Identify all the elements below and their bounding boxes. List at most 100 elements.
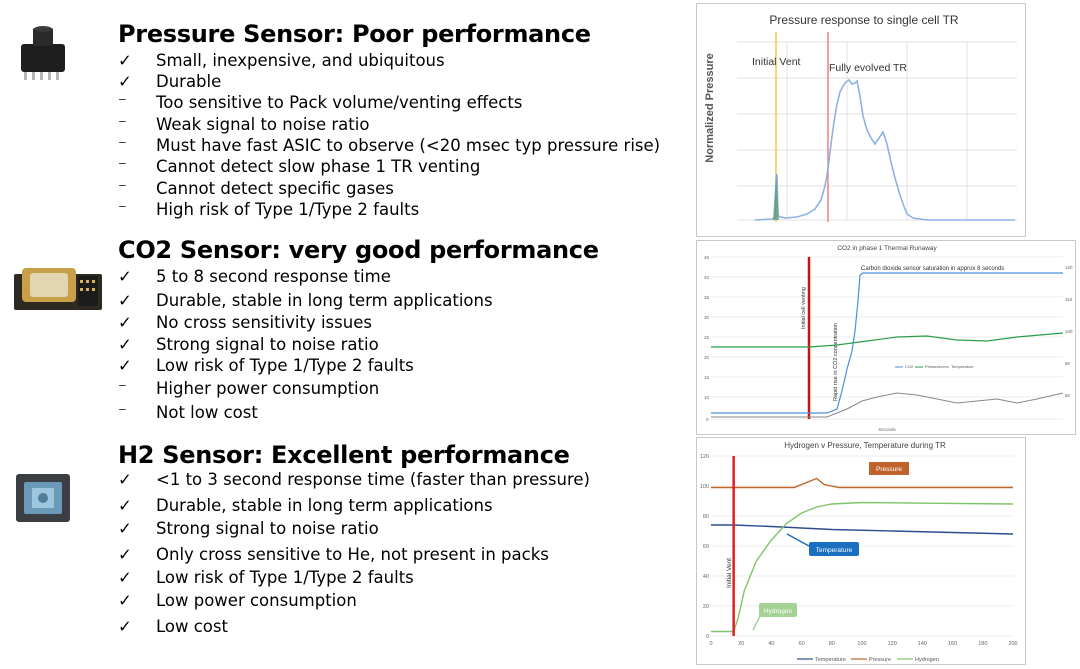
svg-text:25: 25 xyxy=(704,335,710,340)
y-tick-label: 0 xyxy=(706,634,709,640)
pressure-trace xyxy=(754,78,1015,221)
check-icon: ✓ xyxy=(118,335,132,354)
check-icon: ✓ xyxy=(118,356,132,375)
svg-text:Temperature: Temperature xyxy=(816,547,853,554)
svg-text:90: 90 xyxy=(1065,361,1071,366)
h2-section: H2 Sensor: Excellent performance ✓ <1 to … xyxy=(118,441,678,641)
svg-text:20: 20 xyxy=(704,355,710,360)
vent-spike xyxy=(773,172,779,220)
svg-text:110: 110 xyxy=(1065,297,1073,302)
dash-icon: ⁻ xyxy=(118,115,127,134)
svg-text:Temperature: Temperature xyxy=(951,364,974,369)
y-tick-label: 100 xyxy=(700,484,709,490)
dash-icon: ⁻ xyxy=(118,157,127,176)
x-tick-label: 80 xyxy=(829,641,835,647)
y-tick-label: 20 xyxy=(703,604,709,610)
section-title: Pressure Sensor: Poor performance xyxy=(118,20,591,48)
svg-text:Hydrogen: Hydrogen xyxy=(915,657,939,663)
chart-title: Pressure response to single cell TR xyxy=(769,13,959,27)
svg-text:100: 100 xyxy=(1065,329,1073,334)
dash-icon: ⁻ xyxy=(118,403,127,422)
svg-text:35: 35 xyxy=(704,295,710,300)
chart-title: Hydrogen v Pressure, Temperature during … xyxy=(784,441,946,450)
y-tick-label: 40 xyxy=(703,574,709,580)
dash-icon: ⁻ xyxy=(118,93,127,112)
x-tick-label: 120 xyxy=(888,641,897,647)
co2-chart: CO2 in phase 1 Thermal Runaway 45 40 35 30 … xyxy=(696,240,1076,435)
dash-icon: ⁻ xyxy=(118,379,127,398)
co2-series xyxy=(711,272,1063,414)
temperature-callout: Temperature xyxy=(786,533,859,556)
x-tick-label: 100 xyxy=(857,641,866,647)
x-tick-label: 0 xyxy=(709,641,712,647)
annotation: Fully evolved TR xyxy=(829,62,907,74)
check-icon: ✓ xyxy=(118,545,132,564)
svg-text:CO2: CO2 xyxy=(905,364,914,369)
annotation: Rapid rise in CO2 concentration xyxy=(833,323,839,401)
hydrogen-chart: Hydrogen v Pressure, Temperature during … xyxy=(696,437,1026,665)
annotation: Carbon dioxide sensor saturation in appr… xyxy=(861,266,1004,272)
annotation: Initial Vent xyxy=(752,56,801,68)
dash-icon: ⁻ xyxy=(118,136,127,155)
annotation: Initial Vent xyxy=(726,558,733,588)
svg-text:0: 0 xyxy=(706,417,709,422)
x-tick-label: 160 xyxy=(948,641,957,647)
annotation: Initial cell venting xyxy=(801,287,807,329)
pressure-sensor-image xyxy=(21,26,65,80)
co2-sensor-image xyxy=(14,268,102,310)
temperature-series xyxy=(711,392,1064,418)
pressure-series xyxy=(711,477,1013,489)
x-tick-label: 20 xyxy=(738,641,744,647)
svg-text:30: 30 xyxy=(704,315,710,320)
svg-text:Pressure: Pressure xyxy=(869,657,891,663)
check-icon: ✓ xyxy=(118,291,132,310)
svg-text:Pressure: Pressure xyxy=(925,364,942,369)
svg-text:80: 80 xyxy=(1065,393,1071,398)
co2-section: CO2 Sensor: very good performance ✓ 5 to … xyxy=(118,236,678,426)
dash-icon: ⁻ xyxy=(118,200,127,219)
check-icon: ✓ xyxy=(118,267,132,286)
svg-text:Temperature: Temperature xyxy=(815,657,846,663)
check-icon: ✓ xyxy=(118,617,132,636)
check-icon: ✓ xyxy=(118,313,132,332)
check-icon: ✓ xyxy=(118,470,132,489)
axis-ticks: 0 20 40 60 80 100 120 0 20 40 60 80 100 120 140 160 180 2… xyxy=(700,454,1018,647)
y-tick-label: 80 xyxy=(703,514,709,520)
h2-sensor-image xyxy=(16,474,70,522)
grid xyxy=(711,455,1013,637)
check-icon: ✓ xyxy=(118,496,132,515)
svg-text:40: 40 xyxy=(704,275,710,280)
svg-text:15: 15 xyxy=(704,375,710,380)
legend: CO2 Pressure Temperature xyxy=(895,364,974,369)
y-tick-label: 60 xyxy=(703,544,709,550)
check-icon: ✓ xyxy=(118,51,132,70)
legend: Temperature Pressure Hydrogen xyxy=(797,657,939,663)
series-lines xyxy=(711,456,1014,636)
svg-text:45: 45 xyxy=(704,255,710,260)
section-title: H2 Sensor: Excellent performance xyxy=(118,441,570,469)
grid xyxy=(711,256,1063,420)
y-axis-label: Normalized Pressure xyxy=(704,53,716,162)
hydrogen-series xyxy=(711,501,1014,633)
svg-text:Pressure: Pressure xyxy=(876,466,902,473)
grid xyxy=(737,41,1017,221)
x-tick-label: 60 xyxy=(799,641,805,647)
chart-title: CO2 in phase 1 Thermal Runaway xyxy=(837,245,937,252)
y-tick-label: 120 xyxy=(700,454,709,460)
x-tick-label: 180 xyxy=(978,641,987,647)
svg-text:10: 10 xyxy=(704,395,710,400)
x-tick-label: 200 xyxy=(1008,641,1017,647)
check-icon: ✓ xyxy=(118,568,132,587)
pressure-section: Pressure Sensor: Poor performance ✓ Small… xyxy=(118,20,678,220)
temperature-series xyxy=(711,524,1014,535)
check-icon: ✓ xyxy=(118,519,132,538)
hydrogen-callout: Hydrogen xyxy=(752,603,797,631)
check-icon: ✓ xyxy=(118,72,132,91)
pressure-callout: Pressure xyxy=(869,462,909,475)
section-title: CO2 Sensor: very good performance xyxy=(118,236,599,264)
x-tick-label: 140 xyxy=(918,641,927,647)
svg-text:120: 120 xyxy=(1065,265,1073,270)
x-tick-label: 40 xyxy=(768,641,774,647)
y2-ticks: 120 110 100 90 80 xyxy=(1065,265,1073,398)
x-axis-label: Seconds xyxy=(878,427,896,432)
